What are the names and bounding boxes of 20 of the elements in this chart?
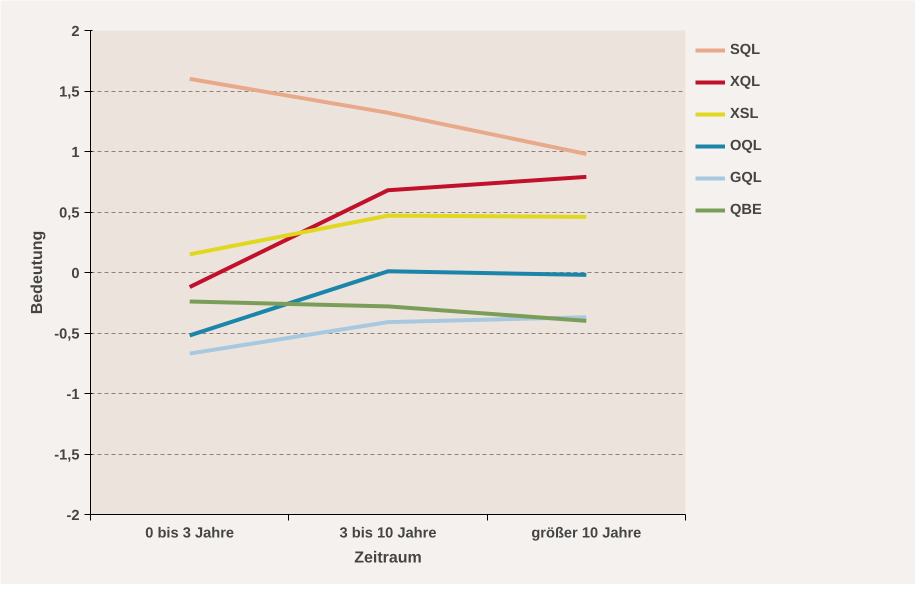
legend-label: SQL bbox=[730, 42, 760, 58]
legend-label: OQL bbox=[730, 138, 762, 154]
legend-label: XQL bbox=[730, 74, 760, 90]
y-tick-label: 1 bbox=[71, 145, 80, 161]
y-tick-label: -0,5 bbox=[54, 326, 80, 342]
x-tick-label: größer 10 Jahre bbox=[531, 526, 642, 542]
y-tick-label: -1 bbox=[66, 387, 80, 403]
legend-label: GQL bbox=[730, 170, 762, 186]
y-tick-label: 0,5 bbox=[59, 206, 80, 222]
legend-label: QBE bbox=[730, 202, 762, 218]
y-tick-label: 1,5 bbox=[59, 84, 80, 100]
y-tick-label: 2 bbox=[71, 24, 80, 40]
legend-label: XSL bbox=[730, 106, 759, 122]
y-tick-label: -1,5 bbox=[54, 448, 80, 464]
x-tick-label: 3 bis 10 Jahre bbox=[340, 526, 436, 542]
x-axis-title: Zeitraum bbox=[354, 550, 422, 566]
x-tick-label: 0 bis 3 Jahre bbox=[145, 526, 234, 542]
y-axis-title: Bedeutung bbox=[29, 230, 46, 314]
y-tick-label: 0 bbox=[71, 266, 80, 282]
y-tick-label: -2 bbox=[66, 508, 80, 524]
